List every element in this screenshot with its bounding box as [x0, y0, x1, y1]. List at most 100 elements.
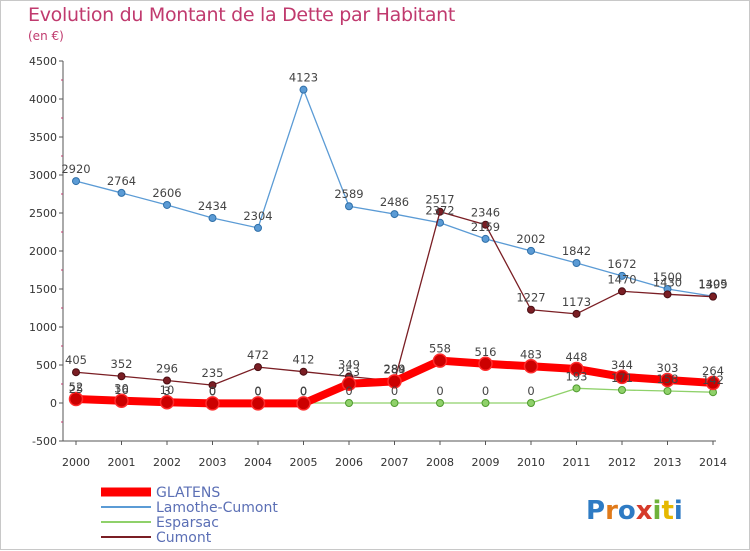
point-esparsac [436, 399, 444, 407]
logo-letter: o [618, 496, 636, 526]
point-cumont [709, 292, 717, 301]
data-label-cumont: 405 [65, 353, 87, 367]
point-cumont [254, 363, 262, 372]
data-label-glatens: 0 [254, 384, 261, 398]
point-esparsac [572, 384, 581, 393]
y-tick-label: 0 [50, 397, 57, 410]
data-label-glatens: 52 [69, 380, 84, 394]
y-tick-label: 2500 [29, 207, 57, 220]
legend-label-glatens: GLATENS [156, 485, 220, 501]
point-lamothe-cumont [345, 202, 353, 211]
data-label-cumont: 289 [384, 362, 406, 376]
point-esparsac [663, 386, 672, 395]
data-label-lamothe-cumont: 2372 [425, 204, 454, 218]
data-label-cumont: 296 [156, 362, 178, 376]
point-esparsac [345, 399, 353, 407]
point-glatens [205, 396, 220, 411]
x-tick-label: 2005 [290, 456, 318, 469]
data-label-lamothe-cumont: 2920 [61, 162, 90, 176]
proxiti-logo: Proxiti [586, 496, 683, 526]
data-label-cumont: 1399 [698, 278, 727, 292]
data-label-esparsac: 171 [611, 371, 633, 385]
point-glatens [432, 353, 448, 368]
data-label-glatens: 0 [300, 384, 307, 398]
data-label-glatens: 284 [384, 362, 406, 376]
point-cumont [527, 305, 535, 314]
logo-letter: i [653, 496, 662, 526]
point-glatens [68, 391, 84, 407]
x-tick-label: 2012 [608, 456, 636, 469]
point-lamothe-cumont [299, 85, 308, 94]
data-label-cumont: 2346 [471, 206, 500, 220]
point-lamothe-cumont [618, 271, 626, 280]
x-tick-label: 2000 [62, 456, 90, 469]
data-label-cumont: 1470 [607, 272, 636, 286]
point-lamothe-cumont [117, 188, 126, 197]
point-glatens [523, 359, 539, 374]
data-label-lamothe-cumont: 4123 [289, 71, 318, 85]
data-label-cumont: 1227 [516, 291, 545, 305]
point-lamothe-cumont [254, 223, 262, 232]
point-esparsac [481, 399, 490, 407]
point-glatens [705, 375, 721, 391]
data-label-glatens: 448 [566, 350, 588, 364]
x-tick-label: 2011 [563, 456, 591, 469]
legend-label-lamothe-cumont: Lamothe-Cumont [156, 500, 278, 516]
data-label-esparsac: 0 [527, 384, 534, 398]
data-label-esparsac: 0 [436, 384, 443, 398]
data-label-glatens: 10 [160, 383, 175, 397]
point-lamothe-cumont [527, 246, 535, 255]
data-label-lamothe-cumont: 2589 [334, 187, 363, 201]
data-label-esparsac: 0 [482, 384, 489, 398]
data-label-cumont: 349 [338, 357, 360, 371]
y-tick-label: 4000 [29, 93, 57, 106]
logo-letter: r [605, 496, 618, 526]
point-glatens [341, 376, 357, 392]
data-label-cumont: 472 [247, 348, 269, 362]
data-label-glatens: 264 [702, 364, 724, 378]
point-glatens [614, 369, 630, 385]
point-lamothe-cumont [572, 259, 581, 268]
data-label-glatens: 303 [657, 361, 679, 375]
data-label-esparsac: 158 [657, 372, 679, 386]
y-tick-label: -500 [32, 435, 57, 448]
legend-label-cumont: Cumont [156, 530, 212, 546]
y-tick-label: 500 [36, 359, 57, 372]
data-label-cumont: 2517 [425, 193, 454, 207]
point-cumont [117, 372, 126, 381]
data-label-esparsac: 193 [566, 369, 588, 383]
data-label-lamothe-cumont: 2606 [152, 186, 181, 200]
data-label-glatens: 0 [209, 384, 216, 398]
x-tick-label: 2014 [699, 456, 727, 469]
x-tick-label: 2002 [153, 456, 181, 469]
point-glatens [387, 374, 402, 389]
data-label-esparsac: 0 [300, 384, 307, 398]
data-label-cumont: 412 [293, 353, 315, 367]
point-cumont [208, 381, 217, 390]
point-lamothe-cumont [208, 214, 217, 223]
point-cumont [481, 220, 490, 229]
data-label-lamothe-cumont: 2002 [516, 232, 545, 246]
data-label-esparsac: 3 [163, 384, 170, 398]
data-label-lamothe-cumont: 2486 [380, 195, 409, 209]
data-label-esparsac: 0 [345, 384, 352, 398]
point-lamothe-cumont [481, 234, 490, 243]
data-label-glatens: 253 [338, 365, 360, 379]
data-label-lamothe-cumont: 1500 [653, 270, 682, 284]
x-tick-label: 2001 [108, 456, 136, 469]
data-label-lamothe-cumont: 2434 [198, 199, 227, 213]
data-label-lamothe-cumont: 2764 [107, 174, 136, 188]
x-tick-label: 2008 [426, 456, 454, 469]
data-label-esparsac: 25 [69, 382, 84, 396]
point-lamothe-cumont [72, 177, 80, 186]
point-esparsac [618, 386, 626, 395]
y-tick-label: 3500 [29, 131, 57, 144]
data-label-cumont: 1173 [562, 295, 591, 309]
point-glatens [569, 361, 584, 377]
point-esparsac [390, 399, 399, 407]
data-label-cumont: 1430 [653, 275, 682, 289]
data-label-glatens: 558 [429, 342, 451, 356]
data-label-lamothe-cumont: 1842 [562, 244, 591, 258]
